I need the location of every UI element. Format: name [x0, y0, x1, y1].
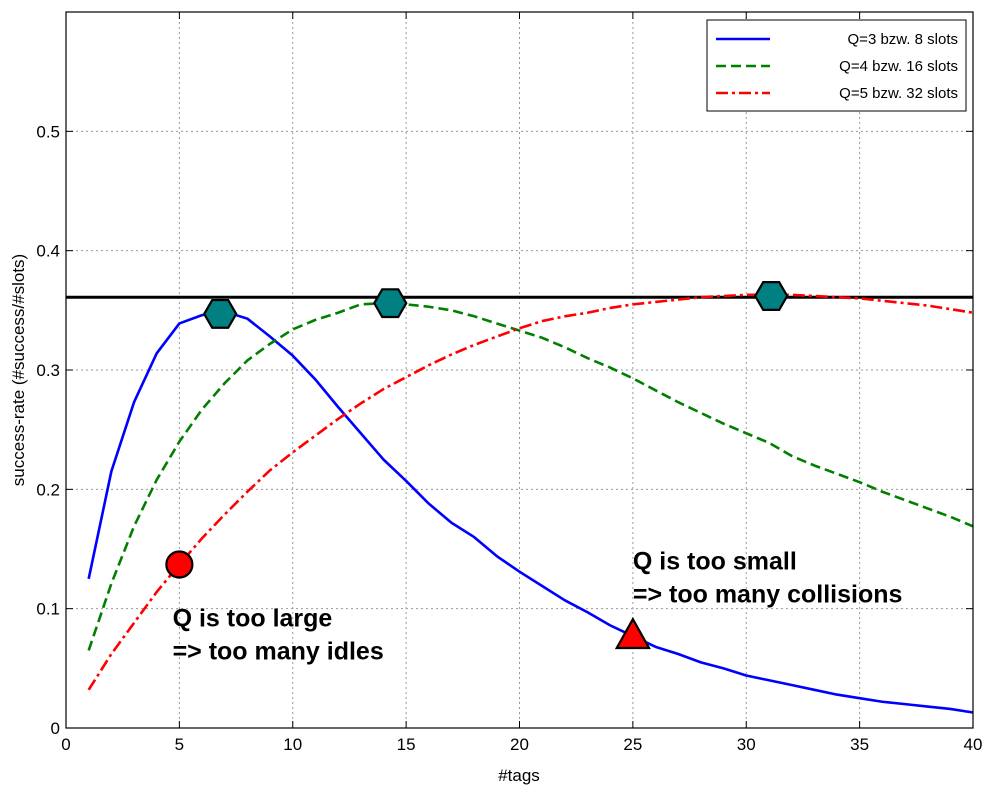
marker-hexagon-1	[372, 288, 408, 319]
marker-triangle-4	[614, 616, 651, 650]
legend-items: Q=3 bzw. 8 slots Q=4 bzw. 16 slots Q=5 bzw…	[716, 31, 958, 102]
x-tick-label-0: 0	[61, 735, 70, 754]
marker-hexagon-0	[202, 298, 238, 329]
y-tick-label-0: 0	[51, 719, 60, 738]
x-tick-label-1: 5	[175, 735, 184, 754]
annotation-too-large-line-1: => too many idles	[173, 638, 384, 666]
x-tick-label-8: 40	[964, 735, 983, 754]
x-tick-label-4: 20	[510, 735, 529, 754]
annotation-too-large-line-0: Q is too large	[173, 605, 333, 633]
series-line-2	[87, 293, 974, 691]
x-tick-label-3: 15	[397, 735, 416, 754]
marker-circle-3	[165, 550, 194, 579]
x-axis-label: #tags	[498, 766, 540, 785]
y-axis-label: success-rate (#success/#slots)	[9, 254, 28, 486]
y-tick-label-5: 0.5	[36, 122, 60, 141]
annotation-too-small-line-1: => too many collisions	[633, 580, 903, 608]
marker-layer	[165, 281, 789, 650]
series-line-1	[87, 301, 974, 651]
x-tick-label-6: 30	[737, 735, 756, 754]
x-tick-label-2: 10	[283, 735, 302, 754]
grid	[66, 12, 973, 728]
x-tick-label-5: 25	[623, 735, 642, 754]
marker-hexagon-2	[753, 281, 789, 311]
x-tick-label-7: 35	[850, 735, 869, 754]
y-tick-label-4: 0.4	[36, 242, 60, 261]
legend-label-2: Q=5 bzw. 32 slots	[839, 85, 958, 102]
legend: Q=3 bzw. 8 slots Q=4 bzw. 16 slots Q=5 bzw…	[706, 19, 967, 112]
legend-label-1: Q=4 bzw. 16 slots	[839, 58, 958, 75]
legend-label-0: Q=3 bzw. 8 slots	[848, 31, 958, 48]
annotation-layer: Q is too large => too many idles Q is too …	[173, 547, 903, 665]
tick-layer: 0 5 10 15 20 25 30 35 40 0 0.1 0.2 0.3 0.4 0.5	[36, 12, 982, 754]
annotation-too-small-line-0: Q is too small	[633, 547, 797, 575]
y-tick-label-3: 0.3	[36, 361, 60, 380]
y-tick-label-2: 0.2	[36, 480, 60, 499]
y-tick-label-1: 0.1	[36, 600, 60, 619]
